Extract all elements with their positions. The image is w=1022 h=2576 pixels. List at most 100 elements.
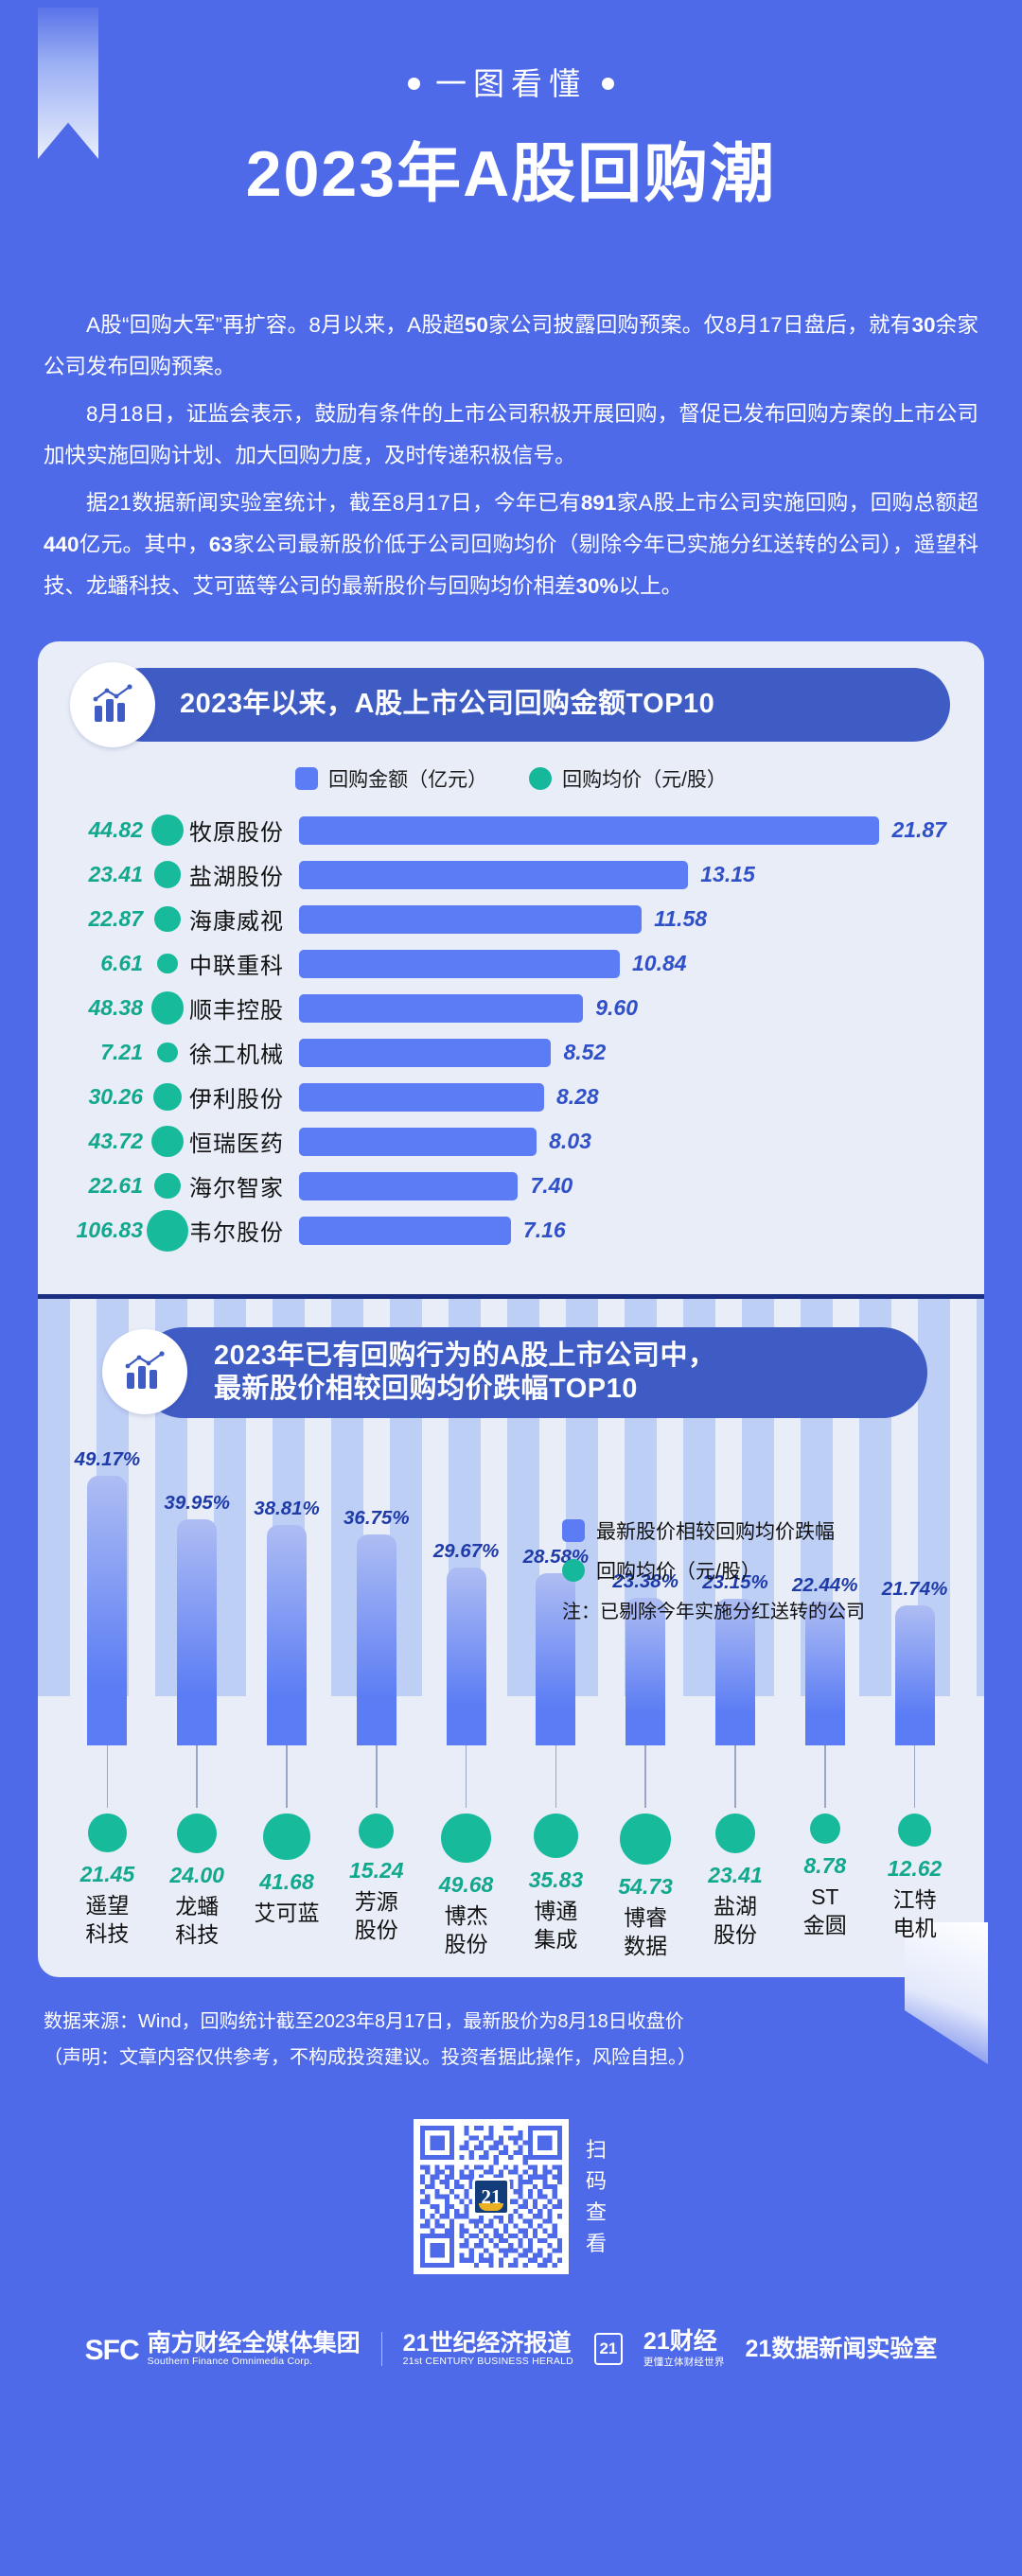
avg-price-value: 12.62 bbox=[887, 1856, 943, 1882]
amount-value: 9.60 bbox=[595, 995, 638, 1020]
chart-card-buyback-amount: 2023年以来，A股上市公司回购金额TOP10 回购金额（亿元） 回购均价（元/… bbox=[38, 641, 984, 1281]
chart1-title-pill: 2023年以来，A股上市公司回购金额TOP10 bbox=[106, 668, 950, 742]
source-line-2: （声明：文章内容仅供参考，不构成投资建议。投资者据此操作，风险自担。） bbox=[44, 2047, 696, 2068]
p3-a: 据21数据新闻实验室统计，截至8月17日，今年已有 bbox=[86, 491, 581, 515]
company-name: 伊利股份 bbox=[189, 1087, 284, 1113]
amount-value: 8.52 bbox=[563, 1040, 607, 1064]
column-item: 49.17% bbox=[62, 1433, 152, 1745]
avg-price-value: 106.83 bbox=[76, 1218, 143, 1242]
p1-d: 30 bbox=[911, 313, 936, 337]
avg-price-value: 7.21 bbox=[100, 1040, 143, 1064]
brand-21cj: 21财经 更懂立体财经世界 bbox=[643, 2329, 725, 2368]
drop-bar bbox=[87, 1476, 128, 1745]
company-name: 恒瑞医药 bbox=[189, 1131, 284, 1157]
brand-herald: 21世纪经济报道 21st CENTURY BUSINESS HERALD bbox=[402, 2331, 573, 2368]
amount-value: 8.03 bbox=[549, 1129, 591, 1153]
column-item: 23.38% bbox=[601, 1433, 691, 1745]
chart1-rows: 44.82 牧原股份 21.87 23.41 盐湖股份 13.15 22.87 海康威视 11.… bbox=[38, 808, 984, 1253]
column-item: 29.67% bbox=[421, 1433, 511, 1745]
avg-price-bubble bbox=[441, 1814, 491, 1864]
avg-price-bubble bbox=[146, 991, 189, 1025]
bubble-item: 49.68 博杰 股份 bbox=[421, 1814, 511, 1960]
table-row: 43.72 恒瑞医药 8.03 bbox=[55, 1119, 946, 1164]
bar-area: 21.87 bbox=[299, 815, 946, 845]
intro-section: A股“回购大军”再扩容。8月以来，A股超50家公司披露回购预案。仅8月17日盘后… bbox=[0, 284, 1022, 607]
qr-side-char: 码 bbox=[585, 2169, 608, 2193]
legend-label-avgprice2: 回购均价（元/股） bbox=[596, 1561, 761, 1583]
card-divider bbox=[38, 1294, 984, 1299]
avg-price-bubble bbox=[715, 1814, 755, 1853]
drop-percent-label: 21.74% bbox=[881, 1577, 948, 1600]
p3-b: 891 bbox=[580, 491, 617, 515]
avg-price-value: 22.61 bbox=[88, 1173, 143, 1198]
company-name: 中联重科 bbox=[189, 954, 284, 979]
drop-bar bbox=[626, 1597, 666, 1745]
chart2-header: 2023年已有回购行为的A股上市公司中， 最新股价相较回购均价跌幅TOP10 bbox=[38, 1299, 984, 1418]
chart-card-price-drop: 2023年已有回购行为的A股上市公司中， 最新股价相较回购均价跌幅TOP10 4… bbox=[38, 1281, 984, 1977]
chart2-columns-area: 49.17% 39.95% 38.81% 36.75% 29.67% 28.58% 23.3… bbox=[38, 1433, 984, 1745]
leader-line bbox=[152, 1745, 242, 1808]
avg-price-bubble bbox=[809, 1814, 840, 1845]
avg-price-value: 23.41 bbox=[708, 1862, 763, 1887]
p1-b: 50 bbox=[464, 313, 488, 337]
drop-percent-label: 22.44% bbox=[792, 1574, 858, 1597]
p3-c: 家A股上市公司实施回购，回购总额超 bbox=[616, 491, 978, 515]
avg-price-value: 21.45 bbox=[79, 1861, 135, 1886]
qr-code-icon[interactable]: 21 bbox=[413, 2119, 569, 2274]
company-name: 韦尔股份 bbox=[189, 1220, 284, 1246]
leader-line bbox=[511, 1745, 601, 1808]
bar-area: 7.16 bbox=[299, 1216, 946, 1245]
company-name: 徐工机械 bbox=[189, 1043, 284, 1068]
avg-price-bubble bbox=[88, 1814, 127, 1852]
p3-e: 亿元。其中， bbox=[79, 533, 209, 556]
amount-bar bbox=[299, 1171, 519, 1200]
drop-bar bbox=[804, 1602, 845, 1745]
bar-area: 9.60 bbox=[299, 993, 946, 1023]
company-name: 盐湖股份 bbox=[189, 865, 284, 890]
chart2-bubbles: 21.45 遥望 科技 24.00 龙蟠 科技 41.68 艾可蓝 15.24 芳源 股份 49.68… bbox=[38, 1808, 984, 1960]
drop-bar bbox=[446, 1568, 486, 1745]
intro-paragraph-3: 据21数据新闻实验室统计，截至8月17日，今年已有891家A股上市公司实施回购，… bbox=[44, 482, 978, 607]
company-name: 遥望 科技 bbox=[85, 1892, 130, 1946]
bar-area: 8.52 bbox=[299, 1038, 946, 1067]
circle-swatch-icon bbox=[529, 767, 553, 790]
table-row: 6.61 中联重科 10.84 bbox=[55, 941, 946, 986]
legend-label-amount: 回购金额（亿元） bbox=[328, 769, 488, 791]
sfc-text: 南方财经全媒体集团 Southern Finance Omnimedia Cor… bbox=[148, 2331, 361, 2368]
company-name: 博睿 数据 bbox=[624, 1905, 668, 1958]
square-swatch-icon bbox=[562, 1519, 585, 1542]
company-name: 博杰 股份 bbox=[444, 1903, 488, 1957]
avg-price-value: 22.87 bbox=[88, 906, 143, 931]
amount-bar bbox=[299, 949, 621, 978]
bar-area: 11.58 bbox=[299, 904, 946, 934]
p3-g: 家公司最新股价低于公司回购均价（剔除今年已实施分红送转的公司），遥望科技、龙蟠科… bbox=[44, 533, 978, 598]
leader-line bbox=[331, 1745, 421, 1808]
brand-sfc: SFC 南方财经全媒体集团 Southern Finance Omnimedia… bbox=[85, 2331, 361, 2368]
leader-line bbox=[421, 1745, 511, 1808]
avg-price-value: 8.78 bbox=[803, 1853, 847, 1879]
leader-line bbox=[62, 1745, 152, 1808]
source-line-1: 数据来源：Wind，回购统计截至2023年8月17日，最新股价为8月18日收盘价 bbox=[44, 2011, 684, 2032]
avg-price-bubble bbox=[146, 1082, 189, 1112]
avg-price-value: 54.73 bbox=[618, 1874, 673, 1899]
herald-en: 21st CENTURY BUSINESS HERALD bbox=[402, 2356, 573, 2368]
bubble-item: 41.68 艾可蓝 bbox=[242, 1814, 332, 1960]
avg-price-value: 15.24 bbox=[349, 1857, 404, 1883]
p3-d: 440 bbox=[44, 533, 79, 556]
chart2-note: 注：已剔除今年实施分红送转的公司 bbox=[562, 1602, 865, 1622]
table-row: 23.41 盐湖股份 13.15 bbox=[55, 852, 946, 897]
circle-swatch-icon bbox=[562, 1559, 585, 1582]
chart2-pill-wrap: 2023年已有回购行为的A股上市公司中， 最新股价相较回购均价跌幅TOP10 bbox=[102, 1327, 939, 1418]
qr-side-text: 扫码查看 bbox=[586, 2134, 608, 2259]
chart2-title-pill: 2023年已有回购行为的A股上市公司中， 最新股价相较回购均价跌幅TOP10 bbox=[138, 1327, 927, 1418]
legend-item-avgprice: 回购均价（元/股） bbox=[529, 764, 727, 793]
table-row: 106.83 韦尔股份 7.16 bbox=[55, 1208, 946, 1253]
amount-value: 11.58 bbox=[654, 906, 708, 931]
company-name: 顺丰控股 bbox=[189, 998, 284, 1024]
table-row: 44.82 牧原股份 21.87 bbox=[55, 808, 946, 852]
amount-value: 10.84 bbox=[632, 951, 687, 975]
avg-price-value: 30.26 bbox=[88, 1084, 143, 1109]
leader-line bbox=[780, 1745, 870, 1808]
drop-percent-label: 23.38% bbox=[612, 1569, 678, 1592]
drop-bar bbox=[356, 1533, 396, 1745]
